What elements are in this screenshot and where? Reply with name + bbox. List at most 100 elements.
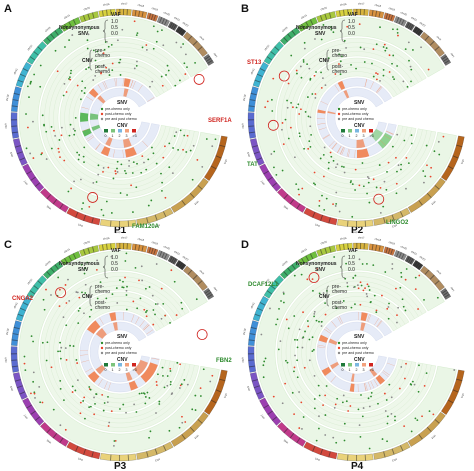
cnv-tick — [145, 370, 153, 376]
nonsyn-dot — [81, 207, 83, 210]
cnv-tick — [86, 135, 94, 140]
cnv-tick — [143, 373, 150, 380]
nonsyn-dot — [30, 80, 32, 83]
chromosome-stripe — [415, 28, 420, 34]
chromosome-stripe — [215, 155, 222, 159]
cnv-pre-label: chemo — [332, 289, 347, 295]
cnv-tick — [378, 375, 385, 382]
cnv-tick — [115, 78, 117, 87]
chromosome-stripe — [452, 389, 459, 393]
cnv-pre-track — [316, 77, 397, 159]
snv-dot — [112, 177, 115, 180]
vaf-gridline — [44, 276, 195, 428]
legend-cnv-label: 1 — [349, 134, 351, 138]
chromosome-stripe — [169, 256, 173, 262]
snv-dot — [143, 308, 146, 311]
cnv-tick — [91, 89, 98, 96]
vaf-gridline — [68, 300, 171, 404]
snv-dot — [293, 315, 296, 317]
nonsyn-dot — [418, 274, 421, 277]
snv-dot — [151, 146, 153, 149]
legend-cnv-label: 2 — [356, 368, 358, 372]
cnv-segment — [123, 78, 131, 88]
legend-cnv-title: CNV — [117, 357, 128, 363]
snv-dot — [119, 408, 121, 410]
snv-dot — [357, 408, 360, 411]
nonsyn-track — [255, 16, 457, 220]
chromosome-stripe — [441, 289, 447, 294]
snv-dot — [375, 78, 378, 81]
nonsyn-dot — [32, 120, 34, 123]
vaf-track — [276, 271, 436, 433]
snv-dot — [135, 186, 138, 189]
snv-dot — [396, 321, 398, 324]
snv-dot — [57, 350, 59, 353]
cnv-tick — [339, 316, 343, 324]
nonsyn-dot — [442, 135, 445, 138]
snv-dot — [124, 276, 126, 279]
snv-dot — [70, 69, 73, 72]
nonsyn-dot — [266, 100, 269, 103]
chromosome-stripe — [407, 257, 412, 263]
panel-title: P1 — [114, 225, 127, 236]
cnv-tick — [104, 381, 108, 389]
chromosome-band — [263, 275, 284, 299]
legend-snv-label: pre-chemo only — [105, 107, 130, 111]
nonsyn-dot — [50, 294, 52, 296]
nonsyn-dot — [416, 419, 419, 422]
chromosome-band — [26, 41, 47, 65]
nonsyn-dot — [414, 276, 417, 279]
snv-dot — [410, 68, 413, 71]
snv-dot — [406, 85, 409, 88]
nonsyn-dot — [113, 444, 115, 447]
cnv-segment — [80, 112, 89, 122]
snv-dot — [391, 62, 393, 65]
chromosome-label: chr2 — [193, 434, 200, 441]
snv-dot — [325, 385, 328, 387]
snv-dot — [169, 367, 172, 370]
chromosome-stripe — [64, 23, 68, 30]
cnv-segment — [123, 88, 129, 97]
nonsyn-dot — [303, 41, 306, 44]
snv-dot — [408, 59, 410, 62]
chromosome-label: chr7 — [22, 413, 28, 420]
cnv-tick — [331, 321, 337, 328]
chromosome-stripe — [14, 145, 21, 148]
nonsyn-dot — [320, 38, 323, 41]
cnv-tick — [340, 147, 344, 155]
vaf-gridline — [301, 62, 412, 174]
snv-dot — [318, 415, 320, 418]
cnv-tick — [331, 142, 338, 150]
snv-dot — [60, 126, 63, 129]
cnv-tick — [144, 372, 151, 379]
snv-dot — [314, 183, 317, 186]
snv-dot — [335, 307, 338, 310]
cnv-tick — [130, 80, 134, 88]
chromosome-stripe — [207, 59, 213, 64]
vaf-gridline — [305, 300, 408, 404]
nonsyn-dot — [41, 401, 44, 404]
snv-dot — [372, 178, 375, 181]
nonsyn-dot — [64, 284, 67, 286]
cnv-post-label: chemo — [95, 305, 110, 311]
chromosome-stripe — [164, 19, 168, 26]
chromosome-stripe — [253, 151, 260, 155]
chromosome-stripe — [398, 252, 402, 259]
snv-dot — [397, 164, 400, 167]
snv-dot — [417, 390, 420, 393]
nonsyn-dot — [423, 181, 425, 184]
snv-dot — [392, 54, 395, 57]
snv-dot — [314, 97, 317, 99]
chromosome-label: chr22 — [182, 21, 190, 28]
nonsyn-dot — [147, 204, 150, 207]
snv-dot — [302, 61, 305, 63]
nonsyn-dot — [272, 395, 275, 398]
legend-cnv-swatch — [125, 363, 129, 367]
nonsyn-dot — [58, 288, 61, 291]
legend-snv-marker — [100, 346, 104, 350]
gene-label: FAM120A — [132, 224, 160, 230]
cnv-tick — [89, 326, 96, 332]
snv-dot — [324, 313, 327, 316]
chromosome-stripe — [418, 434, 423, 440]
chromosome-stripe — [289, 199, 295, 205]
